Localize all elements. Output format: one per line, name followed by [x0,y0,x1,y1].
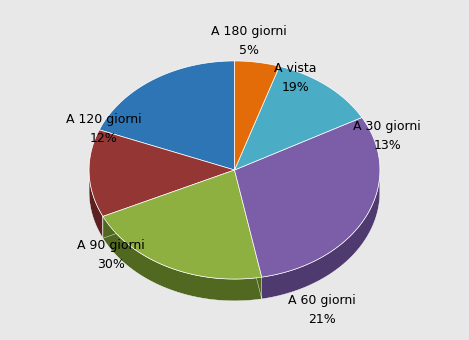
Polygon shape [234,170,262,299]
Polygon shape [103,170,262,279]
Text: A 60 giorni: A 60 giorni [288,294,356,307]
Text: 12%: 12% [90,132,118,144]
Polygon shape [103,170,234,238]
Polygon shape [234,170,262,299]
Polygon shape [89,130,234,217]
Text: A 30 giorni: A 30 giorni [353,120,421,133]
Text: 5%: 5% [239,44,259,57]
Polygon shape [103,217,262,301]
Polygon shape [234,117,380,277]
Text: A 90 giorni: A 90 giorni [77,239,145,252]
Text: 13%: 13% [373,139,401,152]
Polygon shape [103,170,234,238]
Text: 30%: 30% [97,258,125,271]
Text: 21%: 21% [308,313,336,326]
Text: A 120 giorni: A 120 giorni [66,113,142,125]
Polygon shape [234,61,280,170]
Polygon shape [262,174,380,299]
Text: 19%: 19% [282,81,310,94]
Text: A vista: A vista [274,62,317,75]
Polygon shape [99,61,234,170]
Text: A 180 giorni: A 180 giorni [211,26,287,38]
Polygon shape [234,66,362,170]
Polygon shape [89,171,103,238]
